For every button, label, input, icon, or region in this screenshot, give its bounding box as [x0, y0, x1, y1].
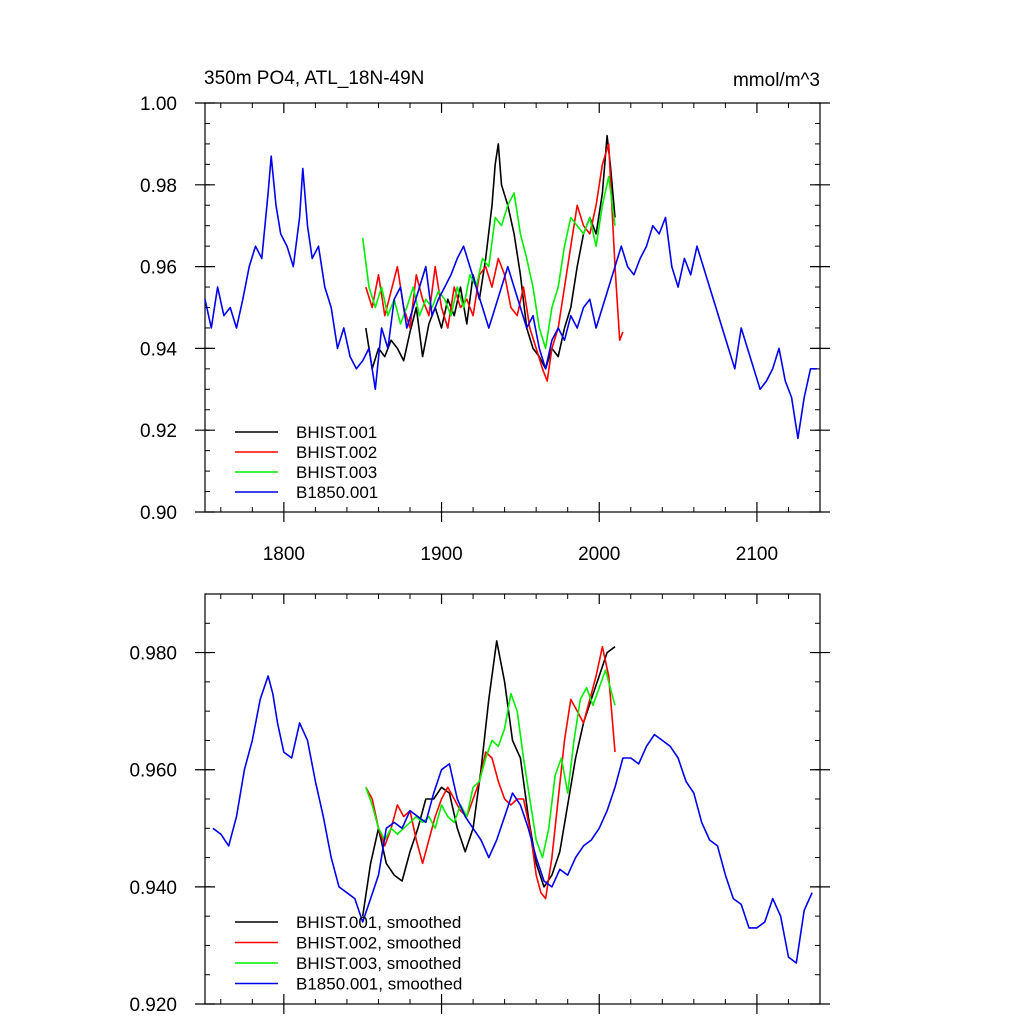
top-x-tick-label: 2100: [736, 544, 778, 565]
top-x-tick-label: 2000: [578, 544, 620, 565]
top-chart-title: 350m PO4, ATL_18N-49N: [204, 68, 424, 89]
top-series-line-3: [361, 175, 616, 350]
top-y-tick-label: 0.90: [140, 503, 177, 524]
top-series-line-2: [365, 143, 624, 382]
top-chart-units: mmol/m^3: [733, 70, 820, 91]
top-legend-label-2: BHIST.002: [296, 443, 377, 462]
top-y-tick-label: 0.98: [140, 176, 177, 197]
bottom-series-line-2: [365, 645, 616, 900]
bottom-y-tick-label: 0.920: [129, 995, 177, 1016]
top-y-tick-label: 1.00: [140, 94, 177, 115]
top-legend-label-1: BHIST.001: [296, 423, 377, 442]
bottom-legend-label-2: BHIST.002, smoothed: [296, 934, 461, 953]
top-x-tick-label: 1800: [263, 544, 305, 565]
bottom-panel: 0.920 0.940 0.960 0.980 BHIST.001, smoothed B…: [129, 593, 830, 1016]
top-panel: 350m PO4, ATL_18N-49N mmol/m^3 1800 1900 2…: [140, 68, 830, 565]
top-y-tick-label: 0.96: [140, 258, 177, 279]
bottom-series-line-3: [365, 669, 616, 859]
top-legend-label-4: B1850.001: [296, 483, 378, 502]
bottom-series-line-1: [361, 640, 616, 917]
bottom-y-tick-label: 0.980: [129, 644, 177, 665]
top-y-tick-label: 0.94: [140, 339, 177, 360]
bottom-legend-label-4: B1850.001, smoothed: [296, 975, 462, 994]
top-series-line-1: [365, 134, 616, 370]
bottom-y-tick-label: 0.940: [129, 878, 177, 899]
bottom-series-line-4: [212, 675, 813, 964]
top-x-tick-label: 1900: [420, 544, 462, 565]
top-series-line-4: [204, 155, 817, 440]
top-legend-label-3: BHIST.003: [296, 463, 377, 482]
bottom-y-tick-label: 0.960: [129, 761, 177, 782]
bottom-legend-label-1: BHIST.001, smoothed: [296, 913, 461, 932]
bottom-legend-label-3: BHIST.003, smoothed: [296, 954, 461, 973]
top-y-tick-label: 0.92: [140, 421, 177, 442]
